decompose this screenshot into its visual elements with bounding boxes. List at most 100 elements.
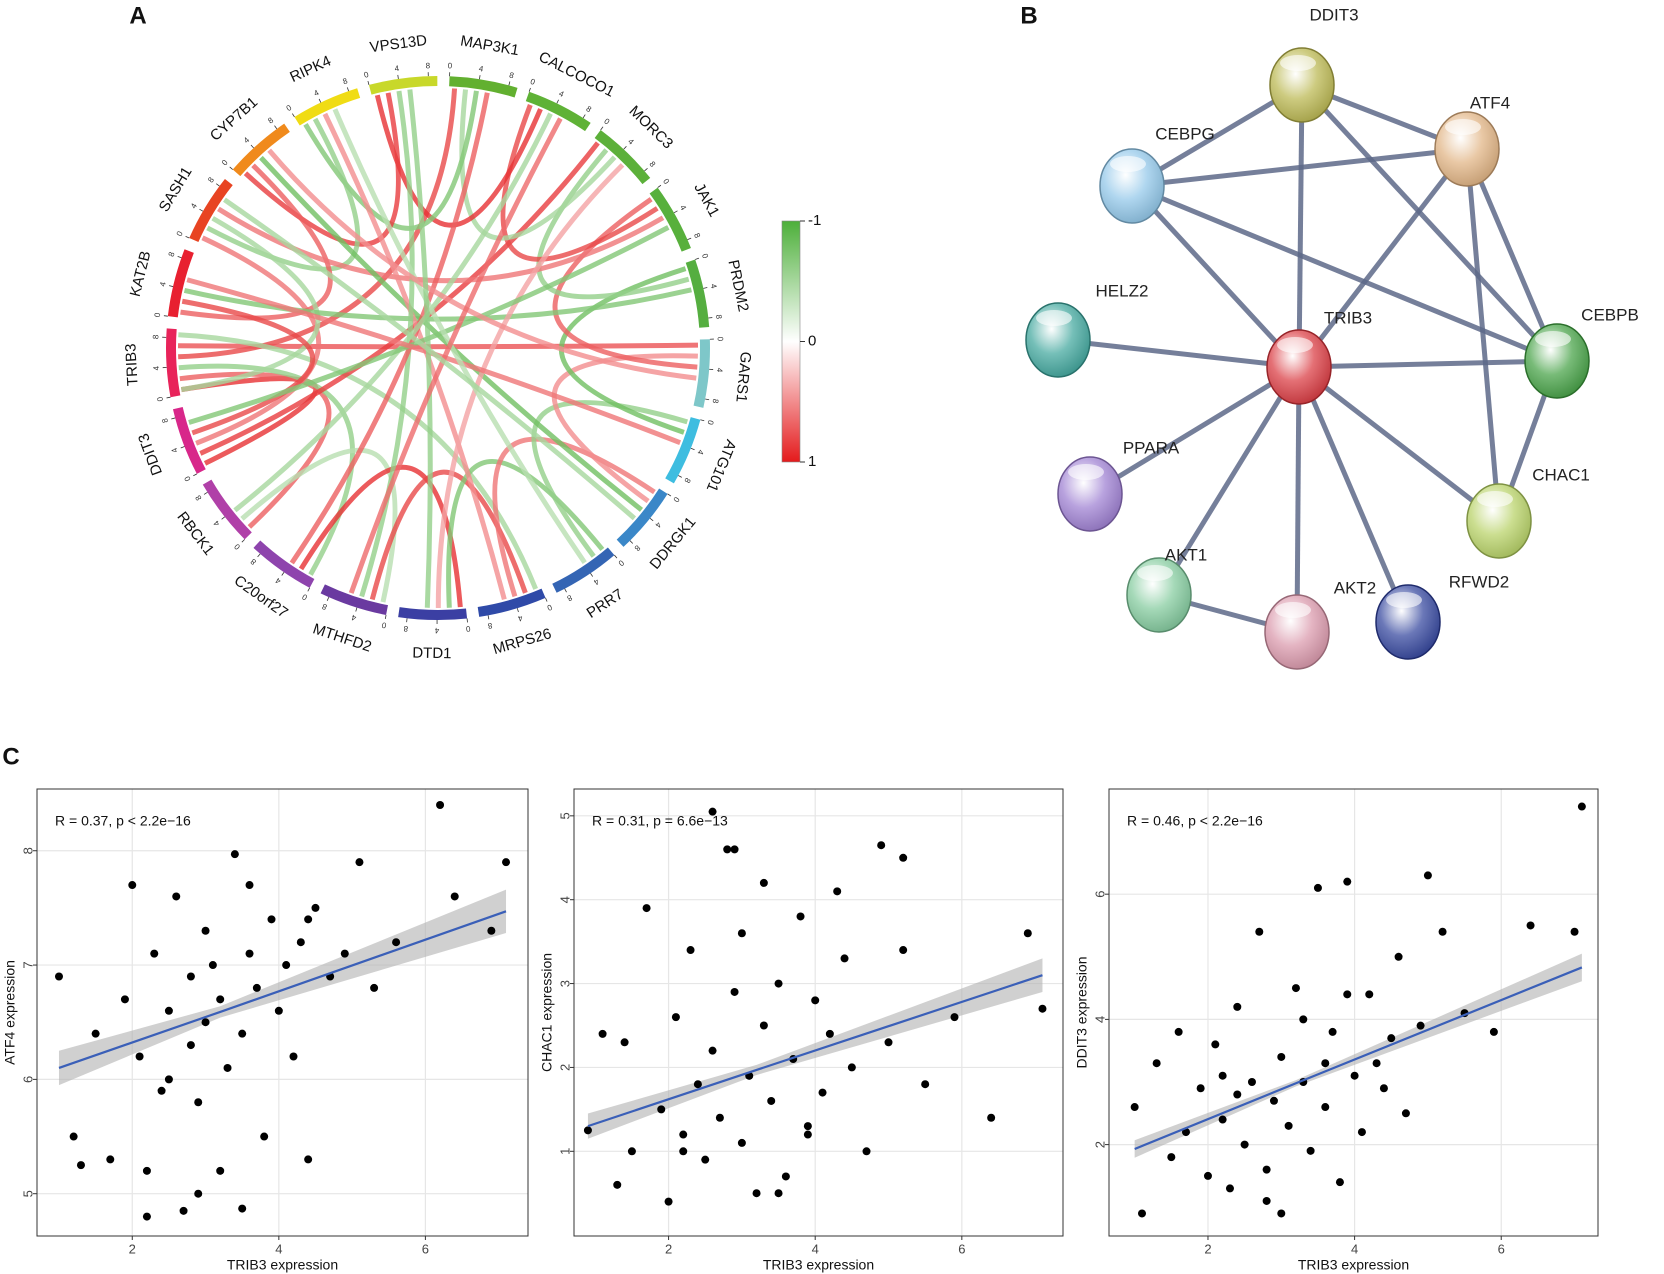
point (1350, 1071, 1359, 1080)
chord-link (374, 94, 543, 228)
node-label: CHAC1 (1532, 465, 1590, 484)
point (142, 1166, 151, 1175)
y-axis-label: CHAC1 expression (539, 953, 555, 1072)
node-highlight (1068, 464, 1104, 480)
gene-arc (552, 547, 615, 593)
point (91, 1029, 100, 1038)
gene-arc (594, 129, 651, 185)
arc-tick-label: 4 (158, 281, 168, 288)
chord-link (322, 112, 507, 601)
arc-tick-label: 4 (478, 64, 484, 74)
point (340, 949, 349, 958)
plot-background (1109, 789, 1598, 1236)
point (613, 1180, 622, 1189)
chord-link (217, 206, 665, 284)
x-tick-label: 6 (958, 1241, 965, 1256)
point (1321, 1103, 1330, 1112)
arc-tick-label: 8 (692, 232, 702, 240)
point (1269, 1096, 1278, 1105)
point (1343, 990, 1352, 999)
gene-arc (398, 607, 468, 620)
arc-tick (199, 208, 204, 212)
point (708, 807, 717, 816)
point (1233, 1002, 1242, 1011)
gene-arc (665, 417, 701, 484)
plot-frame (36, 788, 529, 1237)
point (1379, 1084, 1388, 1093)
arc-tick (307, 587, 311, 592)
arc-tick (384, 614, 387, 619)
point (69, 1132, 78, 1141)
arc-tick (397, 74, 399, 79)
chord-link (233, 112, 553, 513)
chord-link (188, 225, 670, 425)
point (811, 996, 820, 1005)
point (157, 1086, 166, 1095)
point (1262, 1196, 1271, 1205)
point (774, 1189, 783, 1198)
arc-tick (623, 146, 627, 150)
point (752, 1189, 761, 1198)
colorbar-label: 0 (808, 332, 816, 349)
gene-label: PRDM2 (724, 258, 751, 313)
point (502, 858, 511, 867)
point (899, 946, 908, 955)
arc-tick-label: 4 (152, 365, 161, 371)
colorbar-label: -1 (808, 212, 821, 229)
arc-tick (193, 473, 198, 477)
point (54, 972, 63, 981)
point (767, 1096, 776, 1105)
chord-link (181, 298, 316, 436)
y-tick-label: 2 (1092, 1141, 1107, 1148)
arc-tick (215, 183, 220, 187)
arc-tick (703, 287, 708, 289)
arc-tick (687, 237, 692, 241)
edge (1297, 365, 1501, 523)
chord-link (223, 197, 637, 521)
node-highlight (1445, 119, 1481, 135)
point (1247, 1077, 1256, 1086)
point (796, 912, 805, 921)
arc-tick-label: 4 (591, 577, 600, 587)
point (128, 881, 137, 890)
node-label: HELZ2 (1096, 281, 1149, 300)
arc-tick-label: 0 (716, 337, 725, 342)
node-label: ATF4 (1470, 93, 1510, 112)
arc-tick (221, 516, 226, 520)
edge (1131, 146, 1468, 189)
y-tick-label: 6 (20, 1076, 35, 1083)
arc-tick-label: 8 (710, 398, 720, 405)
point (1394, 952, 1403, 961)
chord-link (178, 332, 538, 590)
arc-tick-label: 0 (182, 474, 192, 483)
point (106, 1155, 115, 1164)
gene-label: ATG101 (703, 437, 740, 494)
point (840, 954, 849, 963)
arc-tick (250, 144, 254, 149)
x-tick-label: 2 (1204, 1241, 1211, 1256)
edge (1294, 366, 1302, 633)
arc-tick-label: 0 (285, 103, 294, 113)
gene-label: GARS1 (732, 351, 754, 403)
point (223, 1063, 232, 1072)
node-label: AKT2 (1334, 578, 1377, 597)
point (664, 1197, 673, 1206)
arc-tick (355, 607, 358, 612)
point (657, 1105, 666, 1114)
point (1284, 1121, 1293, 1130)
point (899, 853, 908, 862)
point (1023, 929, 1032, 938)
arc-tick-label: 0 (363, 70, 370, 80)
gene-arc (172, 406, 206, 474)
edge (1057, 337, 1300, 370)
point (245, 881, 254, 890)
arc-tick-label: 8 (426, 61, 431, 70)
point (1489, 1027, 1498, 1036)
arc-tick-label: 4 (350, 612, 357, 622)
node-highlight (1386, 592, 1422, 608)
arc-tick (367, 80, 370, 86)
arc-tick (690, 447, 695, 451)
arc-tick-label: 8 (248, 557, 258, 567)
arc-tick (667, 493, 672, 497)
node-highlight (1477, 491, 1513, 507)
